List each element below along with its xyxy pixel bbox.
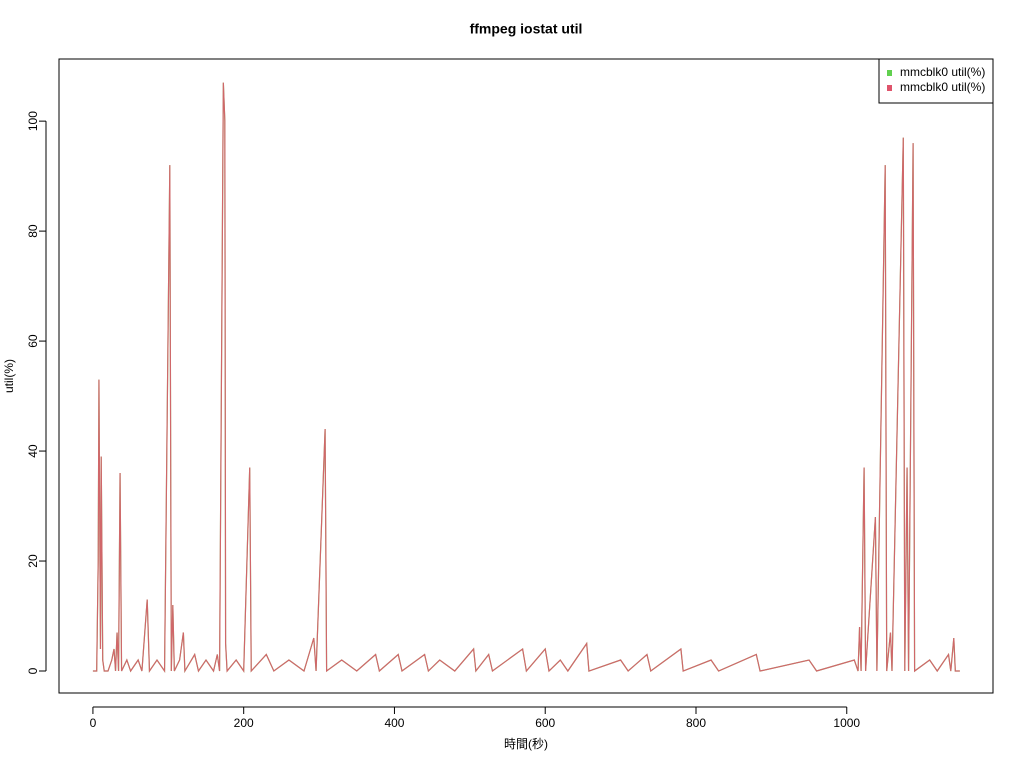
legend-label: mmcblk0 util(%) <box>900 80 985 94</box>
y-tick-label: 80 <box>26 224 40 238</box>
series-line <box>92 82 960 674</box>
legend-swatch <box>887 85 892 91</box>
plot-frame <box>58 58 994 694</box>
y-tick-label: 20 <box>26 554 40 568</box>
chart-title: ffmpeg iostat util <box>470 21 583 37</box>
x-axis-label: 時間(秒) <box>504 737 548 751</box>
legend-label: mmcblk0 util(%) <box>900 65 985 79</box>
y-tick-label: 40 <box>26 444 40 458</box>
y-tick-label: 100 <box>26 111 40 131</box>
x-tick-label: 1000 <box>833 716 860 730</box>
legend-box <box>878 58 994 104</box>
y-tick-label: 60 <box>26 334 40 348</box>
x-tick-label: 200 <box>234 716 254 730</box>
y-axis-label: util(%) <box>2 359 16 393</box>
y-tick-label: 0 <box>26 667 40 674</box>
x-tick-label: 600 <box>535 716 555 730</box>
x-tick-label: 800 <box>686 716 706 730</box>
x-tick-label: 400 <box>384 716 404 730</box>
x-tick-label: 0 <box>90 716 97 730</box>
legend-swatch <box>887 70 892 76</box>
